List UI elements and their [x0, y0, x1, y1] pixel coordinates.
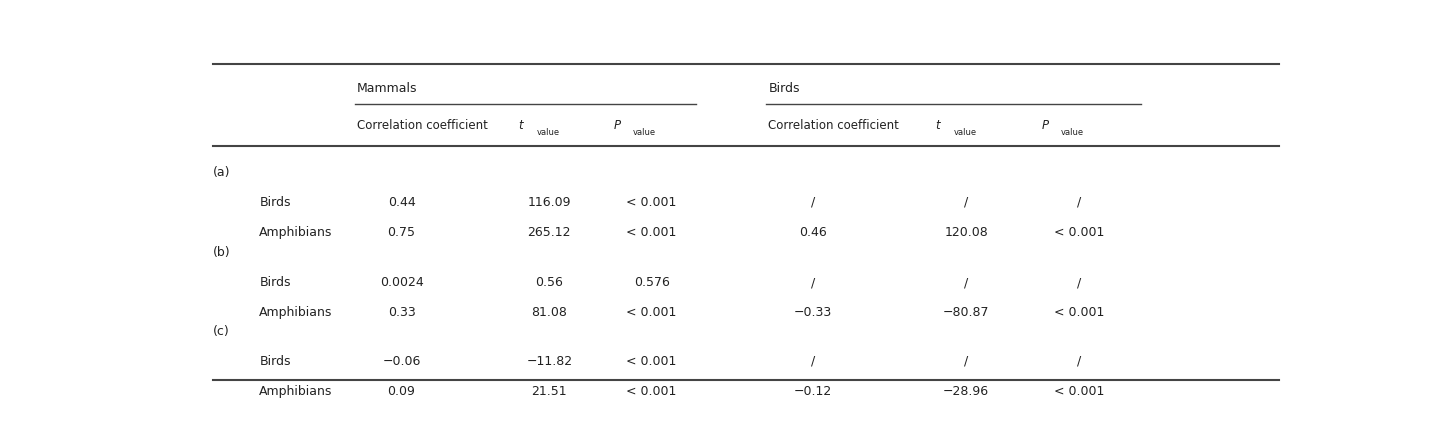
Text: /: /: [964, 196, 968, 209]
Text: 81.08: 81.08: [532, 306, 568, 319]
Text: < 0.001: < 0.001: [627, 226, 677, 239]
Text: /: /: [1077, 355, 1081, 368]
Text: value: value: [954, 128, 977, 138]
Text: 0.09: 0.09: [387, 385, 416, 398]
Text: 120.08: 120.08: [944, 226, 988, 239]
Text: value: value: [1061, 128, 1084, 138]
Text: −80.87: −80.87: [942, 306, 989, 319]
Text: 0.46: 0.46: [799, 226, 826, 239]
Text: 21.51: 21.51: [532, 385, 566, 398]
Text: $P$: $P$: [1041, 119, 1050, 132]
Text: 0.0024: 0.0024: [380, 276, 423, 289]
Text: < 0.001: < 0.001: [1054, 385, 1104, 398]
Text: Birds: Birds: [769, 82, 800, 95]
Text: /: /: [964, 355, 968, 368]
Text: $t$: $t$: [518, 119, 525, 132]
Text: /: /: [964, 276, 968, 289]
Text: < 0.001: < 0.001: [627, 196, 677, 209]
Text: 0.56: 0.56: [535, 276, 564, 289]
Text: Birds: Birds: [260, 196, 291, 209]
Text: (c): (c): [212, 325, 229, 338]
Text: (b): (b): [212, 246, 231, 259]
Text: Birds: Birds: [260, 355, 291, 368]
Text: $t$: $t$: [935, 119, 942, 132]
Text: −11.82: −11.82: [526, 355, 572, 368]
Text: /: /: [810, 276, 815, 289]
Text: −0.12: −0.12: [793, 385, 832, 398]
Text: −0.06: −0.06: [383, 355, 420, 368]
Text: Amphibians: Amphibians: [260, 226, 333, 239]
Text: 0.75: 0.75: [387, 226, 416, 239]
Text: < 0.001: < 0.001: [627, 385, 677, 398]
Text: Birds: Birds: [260, 276, 291, 289]
Text: value: value: [538, 128, 561, 138]
Text: Mammals: Mammals: [357, 82, 417, 95]
Text: < 0.001: < 0.001: [1054, 306, 1104, 319]
Text: Amphibians: Amphibians: [260, 385, 333, 398]
Text: < 0.001: < 0.001: [627, 306, 677, 319]
Text: 265.12: 265.12: [528, 226, 571, 239]
Text: Correlation coefficient: Correlation coefficient: [357, 119, 488, 132]
Text: 0.44: 0.44: [387, 196, 416, 209]
Text: value: value: [632, 128, 655, 138]
Text: −0.33: −0.33: [793, 306, 832, 319]
Text: /: /: [810, 355, 815, 368]
Text: Amphibians: Amphibians: [260, 306, 333, 319]
Text: (a): (a): [212, 166, 229, 179]
Text: < 0.001: < 0.001: [1054, 226, 1104, 239]
Text: Correlation coefficient: Correlation coefficient: [769, 119, 899, 132]
Text: < 0.001: < 0.001: [627, 355, 677, 368]
Text: 0.33: 0.33: [387, 306, 416, 319]
Text: /: /: [1077, 276, 1081, 289]
Text: −28.96: −28.96: [944, 385, 989, 398]
Text: 116.09: 116.09: [528, 196, 571, 209]
Text: /: /: [810, 196, 815, 209]
Text: 0.576: 0.576: [634, 276, 670, 289]
Text: /: /: [1077, 196, 1081, 209]
Text: $P$: $P$: [612, 119, 622, 132]
